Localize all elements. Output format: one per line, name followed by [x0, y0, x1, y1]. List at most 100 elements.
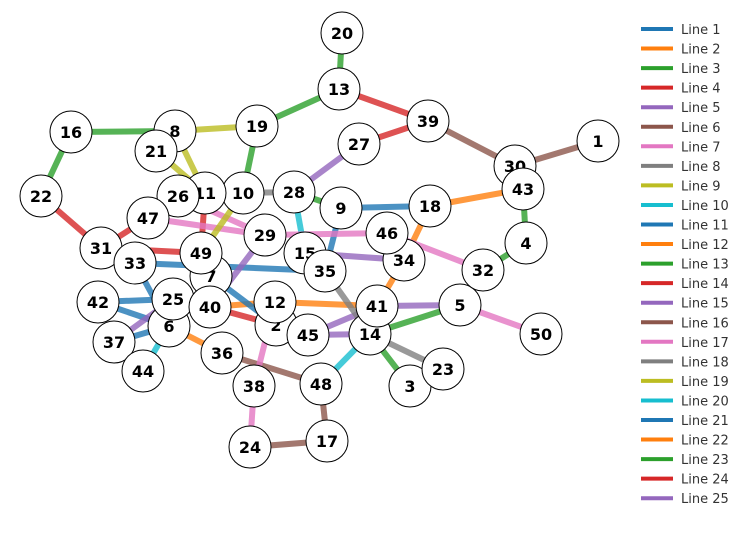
station-42[interactable]: 42: [76, 280, 120, 324]
station-47[interactable]: 47: [126, 196, 170, 240]
station-48[interactable]: 48: [299, 362, 343, 406]
station-label: 23: [432, 360, 454, 379]
station-circle: [303, 249, 347, 293]
legend-label: Line 21: [681, 414, 729, 429]
station-41[interactable]: 41: [355, 284, 399, 328]
legend-item: Line 8: [641, 160, 721, 175]
legend-item: Line 7: [641, 140, 721, 155]
station-label: 26: [167, 187, 189, 206]
legend-item: Line 18: [641, 355, 729, 370]
station-33[interactable]: 33: [113, 241, 157, 285]
legend-item: Line 4: [641, 82, 721, 97]
station-label: 20: [331, 24, 353, 43]
station-label: 3: [404, 377, 415, 396]
station-label: 43: [512, 180, 534, 199]
station-label: 6: [163, 317, 174, 336]
station-27[interactable]: 27: [337, 122, 381, 166]
station-18[interactable]: 18: [408, 184, 452, 228]
legend-label: Line 18: [681, 355, 729, 370]
station-28[interactable]: 28: [272, 170, 316, 214]
station-44[interactable]: 44: [121, 349, 165, 393]
legend-item: Line 24: [641, 473, 729, 488]
station-40[interactable]: 40: [188, 285, 232, 329]
legend-label: Line 20: [681, 394, 729, 409]
station-label: 10: [232, 184, 254, 203]
station-label: 2: [270, 316, 281, 335]
station-label: 31: [90, 239, 112, 258]
legend-label: Line 23: [681, 453, 729, 468]
station-16[interactable]: 16: [49, 110, 93, 154]
station-12[interactable]: 12: [253, 280, 297, 324]
station-circle: [365, 211, 409, 255]
station-39[interactable]: 39: [406, 99, 450, 143]
station-24[interactable]: 24: [228, 425, 272, 469]
station-13[interactable]: 13: [317, 67, 361, 111]
legend-label: Line 11: [681, 219, 729, 234]
station-43[interactable]: 43: [501, 167, 545, 211]
station-3[interactable]: 3: [388, 364, 432, 408]
legend-label: Line 5: [681, 101, 721, 116]
station-label: 41: [366, 297, 388, 316]
station-50[interactable]: 50: [519, 312, 563, 356]
station-label: 33: [124, 254, 146, 273]
station-32[interactable]: 32: [461, 248, 505, 292]
legend-label: Line 15: [681, 297, 729, 312]
legend-item: Line 9: [641, 179, 721, 194]
legend-label: Line 8: [681, 160, 721, 175]
station-circle: [253, 280, 297, 324]
station-label: 47: [137, 209, 159, 228]
station-circle: [243, 213, 287, 257]
legend-label: Line 10: [681, 199, 729, 214]
station-circle: [76, 280, 120, 324]
station-23[interactable]: 23: [421, 347, 465, 391]
station-22[interactable]: 22: [19, 174, 63, 218]
legend-label: Line 12: [681, 238, 729, 253]
legend-item: Line 21: [641, 414, 729, 429]
station-35[interactable]: 35: [303, 249, 347, 293]
station-38[interactable]: 38: [232, 364, 276, 408]
station-circle: [156, 174, 200, 218]
station-21[interactable]: 21: [134, 129, 178, 173]
station-label: 21: [145, 142, 167, 161]
station-46[interactable]: 46: [365, 211, 409, 255]
legend-item: Line 6: [641, 121, 721, 136]
station-label: 19: [246, 117, 268, 136]
station-5[interactable]: 5: [438, 283, 482, 327]
station-label: 37: [103, 333, 125, 352]
station-49[interactable]: 49: [179, 231, 223, 275]
station-circle: [19, 174, 63, 218]
station-45[interactable]: 45: [286, 313, 330, 357]
legend-item: Line 23: [641, 453, 729, 468]
legend-item: Line 10: [641, 199, 729, 214]
station-37[interactable]: 37: [92, 320, 136, 364]
legend-item: Line 13: [641, 258, 729, 273]
legend-item: Line 15: [641, 297, 729, 312]
station-1[interactable]: 1: [576, 119, 620, 163]
station-label: 38: [243, 377, 265, 396]
station-label: 29: [254, 226, 276, 245]
station-circle: [232, 364, 276, 408]
station-label: 50: [530, 325, 552, 344]
station-36[interactable]: 36: [200, 331, 244, 375]
station-4[interactable]: 4: [504, 221, 548, 265]
station-circle: [519, 312, 563, 356]
legend-label: Line 3: [681, 62, 721, 77]
station-circle: [305, 419, 349, 463]
station-label: 36: [211, 344, 233, 363]
station-19[interactable]: 19: [235, 104, 279, 148]
station-26[interactable]: 26: [156, 174, 200, 218]
station-31[interactable]: 31: [79, 226, 123, 270]
station-label: 7: [205, 267, 216, 286]
station-9[interactable]: 9: [319, 186, 363, 230]
station-20[interactable]: 20: [320, 11, 364, 55]
station-label: 45: [297, 326, 319, 345]
station-label: 27: [348, 135, 370, 154]
station-label: 46: [376, 224, 398, 243]
legend-label: Line 22: [681, 434, 729, 449]
station-29[interactable]: 29: [243, 213, 287, 257]
station-17[interactable]: 17: [305, 419, 349, 463]
station-25[interactable]: 25: [151, 277, 195, 321]
legend-label: Line 4: [681, 82, 721, 97]
station-circle: [504, 221, 548, 265]
station-10[interactable]: 10: [221, 171, 265, 215]
